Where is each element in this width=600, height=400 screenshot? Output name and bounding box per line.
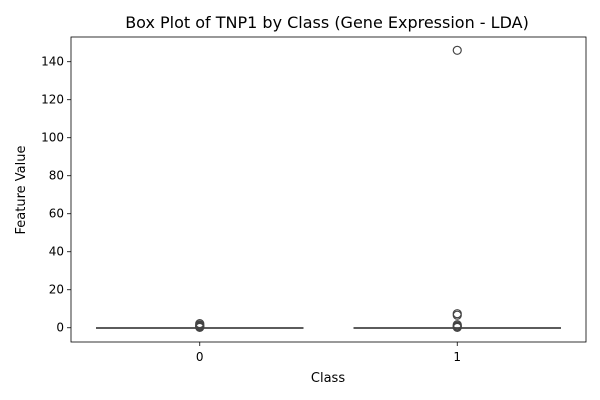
y-axis-label: Feature Value [14, 146, 29, 235]
outlier-point [452, 45, 462, 55]
outlier-point [452, 309, 462, 319]
chart-title: Box Plot of TNP1 by Class (Gene Expressi… [125, 13, 529, 32]
y-tick-label: 80 [49, 169, 64, 183]
y-tick-label: 40 [49, 245, 64, 259]
y-tick-label: 20 [49, 283, 64, 297]
y-tick-label: 60 [49, 207, 64, 221]
x-tick-label: 0 [196, 350, 204, 364]
box-class-0 [96, 318, 304, 332]
outlier-point [452, 320, 462, 330]
plot-frame [70, 36, 587, 343]
y-tick-label: 140 [41, 55, 64, 69]
plot-area [96, 45, 561, 332]
y-tick-label: 0 [56, 321, 64, 335]
y-axis: 0 20 40 60 80 100 120 140 [41, 55, 71, 335]
outlier-point [195, 318, 205, 329]
y-tick-label: 100 [41, 131, 64, 145]
y-tick-label: 120 [41, 93, 64, 107]
x-axis-label: Class [311, 371, 345, 386]
x-tick-label: 1 [453, 350, 461, 364]
box-class-1 [353, 45, 561, 332]
